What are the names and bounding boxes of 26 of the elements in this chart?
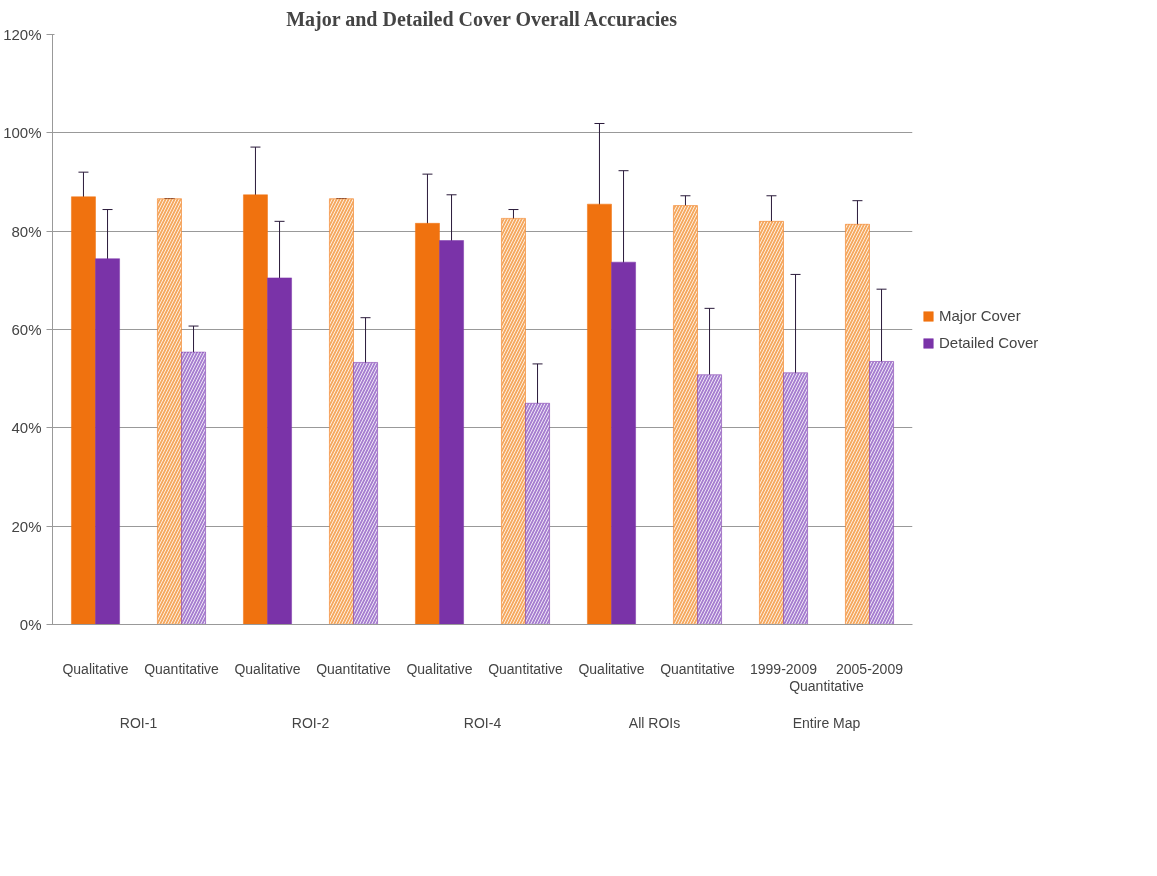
chart-title: Major and Detailed Cover Overall Accuracies <box>286 7 678 31</box>
x-tick-label: Quantitative <box>660 660 736 677</box>
y-tick-label: 120% <box>3 26 42 43</box>
x-tick-label: Qualitative <box>578 660 645 677</box>
text: Entire Map <box>792 714 861 731</box>
x-tick-label: 1999-2009 <box>750 660 818 677</box>
y-tick-label: 60% <box>11 321 42 338</box>
text: ROI-4 <box>463 714 502 731</box>
y-tick-label: 80% <box>11 222 42 240</box>
x-tick-label: Qualitative <box>234 660 301 677</box>
legend-label: Detailed Cover <box>939 334 1039 351</box>
y-tick-label: 40% <box>11 419 42 437</box>
x-tick-label: Quantitative <box>316 660 392 677</box>
y-tick-label: 0% <box>19 616 42 633</box>
text: ROI-2 <box>291 714 330 731</box>
x-tick-label: Qualitative <box>62 660 129 677</box>
x-tick-label: 2005-2009 <box>836 660 904 677</box>
text: All ROIs <box>628 714 681 731</box>
y-tick-label: 20% <box>11 517 42 535</box>
x-tick-label: Quantitative <box>488 660 564 677</box>
x-tick-label: Quantitative <box>144 660 220 677</box>
legend-label: Major Cover <box>939 307 1021 324</box>
y-tick-label: 100% <box>3 124 42 142</box>
text: ROI-1 <box>119 714 158 731</box>
x-tick-label: Qualitative <box>406 660 473 677</box>
text: Quantitative <box>789 677 865 694</box>
